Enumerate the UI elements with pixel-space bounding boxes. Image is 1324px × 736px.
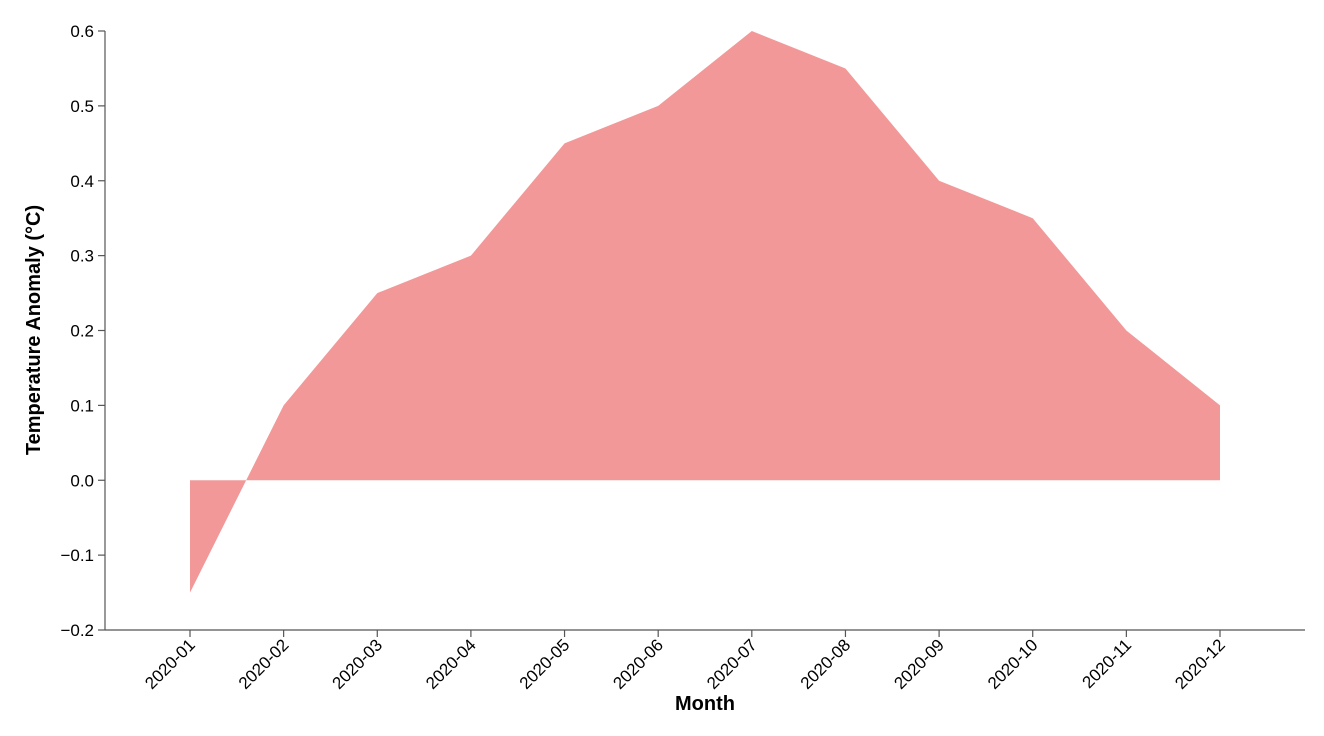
y-tick-label: 0.0 bbox=[70, 471, 94, 490]
y-axis-title: Temperature Anomaly (°C) bbox=[23, 205, 45, 455]
x-axis-title: Month bbox=[675, 693, 735, 715]
y-tick-label: −0.2 bbox=[60, 621, 94, 640]
y-axis: −0.2 −0.1 0.0 0.1 0.2 0.3 0.4 0.5 0.6 bbox=[60, 22, 106, 640]
x-tick-label: 2020-01 bbox=[141, 635, 199, 693]
y-tick-label: 0.1 bbox=[70, 396, 94, 415]
y-tick-label: 0.6 bbox=[70, 22, 94, 41]
y-tick-label: 0.3 bbox=[70, 247, 94, 266]
area-series bbox=[190, 31, 1220, 593]
x-tick-label: 2020-07 bbox=[703, 635, 761, 693]
x-tick-label: 2020-04 bbox=[422, 635, 480, 693]
x-tick-label: 2020-10 bbox=[984, 635, 1042, 693]
y-tick-label: 0.5 bbox=[70, 97, 94, 116]
x-tick-label: 2020-08 bbox=[797, 635, 855, 693]
x-tick-label: 2020-02 bbox=[235, 635, 293, 693]
x-tick-label: 2020-06 bbox=[609, 635, 667, 693]
x-tick-label: 2020-05 bbox=[516, 635, 574, 693]
x-tick-label: 2020-03 bbox=[329, 635, 387, 693]
x-tick-label: 2020-12 bbox=[1171, 635, 1229, 693]
y-tick-label: 0.4 bbox=[70, 172, 94, 191]
x-tick-label: 2020-09 bbox=[890, 635, 948, 693]
y-tick-label: 0.2 bbox=[70, 322, 94, 341]
y-tick-label: −0.1 bbox=[60, 546, 94, 565]
x-axis: 2020-01 2020-02 2020-03 2020-04 2020-05 2020-… bbox=[105, 629, 1305, 693]
area-layer bbox=[190, 31, 1220, 593]
x-tick-label: 2020-11 bbox=[1079, 635, 1136, 692]
